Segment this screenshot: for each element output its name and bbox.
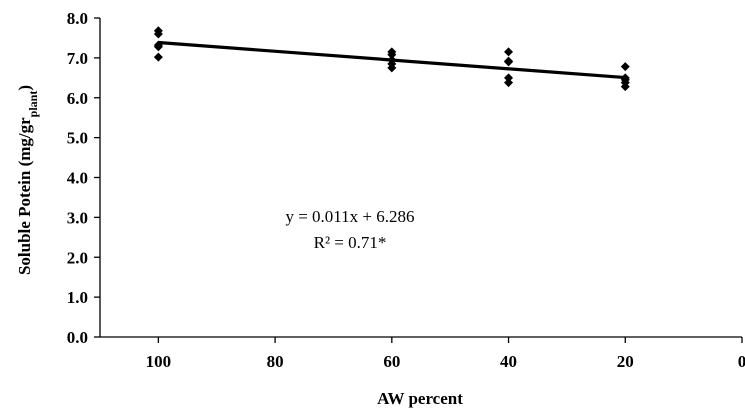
y-tick-label: 2.0 [67, 248, 88, 267]
x-tick-label: 40 [500, 352, 517, 371]
x-tick-label: 80 [267, 352, 284, 371]
data-point [387, 50, 397, 60]
y-tick-label: 3.0 [67, 208, 88, 227]
data-points [153, 26, 630, 92]
y-axis-title: Soluble Potein (mg/grplant) [15, 85, 40, 275]
x-axis-ticks [157, 337, 743, 343]
r-squared-label: R² = 0.71* [314, 233, 387, 252]
y-tick-label: 8.0 [67, 9, 88, 28]
x-tick-label: 0 [738, 352, 745, 371]
data-point [153, 29, 163, 39]
x-tick-label: 100 [146, 352, 172, 371]
data-point [620, 82, 630, 92]
y-axis-title-close: ) [15, 85, 34, 91]
y-tick-label: 7.0 [67, 49, 88, 68]
y-tick-label: 5.0 [67, 129, 88, 148]
y-axis-tick-labels: 0.0 1.0 2.0 3.0 4.0 5.0 6.0 7.0 8.0 [67, 9, 88, 347]
y-axis-title-subscript: plant [26, 91, 40, 118]
y-tick-label: 6.0 [67, 89, 88, 108]
data-point [153, 52, 163, 62]
y-tick-label: 4.0 [67, 169, 88, 188]
data-point [387, 63, 397, 73]
x-axis-title: AW percent [377, 389, 463, 408]
y-axis-ticks [94, 17, 100, 338]
x-axis-tick-labels: 100 80 60 40 20 0 [146, 352, 745, 371]
y-tick-label: 0.0 [67, 328, 88, 347]
x-tick-label: 60 [383, 352, 400, 371]
y-tick-label: 1.0 [67, 288, 88, 307]
regression-equation: y = 0.011x + 6.286 [285, 207, 414, 226]
data-point [504, 78, 514, 88]
data-point [504, 57, 514, 67]
data-point [504, 73, 514, 83]
data-point [153, 42, 163, 52]
x-tick-label: 20 [617, 352, 634, 371]
data-point [504, 47, 514, 57]
data-point [620, 62, 630, 72]
y-axis-title-main: Soluble Potein (mg/gr [15, 117, 34, 275]
